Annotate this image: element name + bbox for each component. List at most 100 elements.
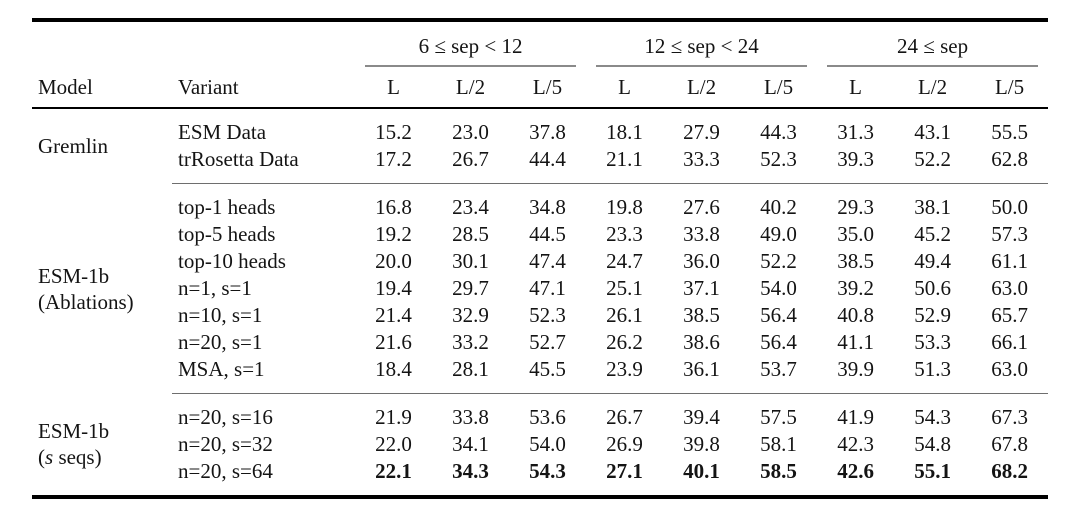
value-cell: 17.2	[375, 147, 412, 171]
value-cell: 26.1	[606, 303, 643, 327]
value-cell: 26.7	[452, 147, 489, 171]
value-cell: 49.0	[760, 222, 797, 246]
value-cell: 55.5	[991, 120, 1028, 144]
table-row: n=20, s=64 22.1 34.3 54.3 27.1 40.1 58.5…	[32, 458, 1048, 497]
table-row: top-10 heads 20.0 30.1 47.4 24.7 36.0 52…	[32, 248, 1048, 275]
value-cell: 36.0	[683, 249, 720, 273]
value-cell: 30.1	[452, 249, 489, 273]
value-cell: 26.7	[586, 393, 664, 431]
value-cell: 25.1	[606, 276, 643, 300]
value-cell: 21.4	[375, 303, 412, 327]
value-cell: 52.9	[914, 303, 951, 327]
subcol-header-L5: L/5	[509, 67, 587, 109]
value-cell: 16.8	[355, 183, 432, 221]
value-cell: 52.7	[529, 330, 566, 354]
value-cell: 52.2	[760, 249, 797, 273]
value-cell: 53.3	[914, 330, 951, 354]
table-row: n=20, s=1 21.6 33.2 52.7 26.2 38.6 56.4 …	[32, 329, 1048, 356]
value-cell: 52.2	[914, 147, 951, 171]
variant-label: MSA, s=1	[178, 357, 265, 381]
variant-label: top-1 heads	[172, 183, 355, 221]
model-label-esm1b-ablations: ESM-1b (Ablations)	[32, 184, 172, 394]
value-cell-best: 34.3	[452, 459, 489, 483]
value-cell: 56.4	[760, 330, 797, 354]
value-cell-best: 22.1	[375, 459, 412, 483]
value-cell: 33.2	[452, 330, 489, 354]
value-cell: 21.1	[606, 147, 643, 171]
variant-label: n=20, s=64	[178, 459, 273, 483]
table-row: ESM-1b (Ablations) top-1 heads 16.8 23.4…	[32, 183, 1049, 314]
value-cell: 41.1	[837, 330, 874, 354]
value-cell: 28.5	[452, 222, 489, 246]
value-cell: 33.3	[683, 147, 720, 171]
value-cell: 38.5	[683, 303, 720, 327]
value-cell: 67.8	[991, 432, 1028, 456]
table-row: n=10, s=1 21.4 32.9 52.3 26.1 38.5 56.4 …	[32, 302, 1048, 329]
model-label-line1: ESM-1b	[38, 419, 110, 444]
col-group-label: 24 ≤ sep	[827, 31, 1039, 67]
value-cell: 67.3	[971, 393, 1049, 431]
value-cell: 65.7	[991, 303, 1028, 327]
value-cell: 34.1	[452, 432, 489, 456]
subcol-header-L2: L/2	[894, 67, 972, 109]
value-cell-best: 54.3	[529, 459, 566, 483]
value-cell: 62.8	[991, 147, 1028, 171]
value-cell: 54.3	[894, 393, 972, 431]
variant-label: n=20, s=16	[172, 393, 355, 431]
table-row: top-5 heads 19.2 28.5 44.5 23.3 33.8 49.…	[32, 221, 1048, 248]
value-cell: 57.5	[740, 393, 818, 431]
value-cell: 19.8	[586, 183, 664, 221]
col-group-label: 6 ≤ sep < 12	[365, 31, 577, 67]
variant-column-header: Variant	[172, 67, 355, 109]
value-cell: 15.2	[375, 120, 412, 144]
value-cell: 66.1	[991, 330, 1028, 354]
value-cell: 54.8	[914, 432, 951, 456]
value-cell: 23.3	[606, 222, 643, 246]
subcol-header-L5: L/5	[740, 67, 818, 109]
value-cell-best: 58.5	[760, 459, 797, 483]
value-cell: 33.8	[432, 393, 509, 431]
subcol-header-L: L	[355, 67, 432, 109]
value-cell: 36.1	[683, 357, 720, 381]
group-header-row: 6 ≤ sep < 12 12 ≤ sep < 24 24 ≤ sep	[32, 20, 1048, 67]
model-label-esm1b-sseqs: ESM-1b (s seqs)	[32, 394, 172, 498]
table-row: n=20, s=32 22.0 34.1 54.0 26.9 39.8 58.1…	[32, 431, 1048, 458]
value-cell: 61.1	[991, 249, 1028, 273]
value-cell: 37.8	[529, 120, 566, 144]
value-cell: 33.8	[683, 222, 720, 246]
value-cell-best: 40.1	[683, 459, 720, 483]
value-cell: 43.1	[914, 120, 951, 144]
value-cell: 53.6	[509, 393, 587, 431]
value-cell: 29.3	[817, 183, 895, 221]
value-cell: 49.4	[914, 249, 951, 273]
value-cell: 39.2	[837, 276, 874, 300]
table-row: n=1, s=1 19.4 29.7 47.1 25.1 37.1 54.0 3…	[32, 275, 1048, 302]
value-cell: 21.9	[355, 393, 432, 431]
value-cell: 23.0	[452, 120, 489, 144]
header-corner-spacer	[32, 20, 355, 67]
subcol-header-L: L	[817, 67, 895, 109]
model-label-line1: ESM-1b	[38, 263, 110, 288]
value-cell: 52.3	[760, 147, 797, 171]
value-cell: 52.3	[529, 303, 566, 327]
value-cell-best: 55.1	[914, 459, 951, 483]
value-cell: 34.8	[509, 183, 587, 221]
value-cell: 35.0	[837, 222, 874, 246]
value-cell: 47.4	[529, 249, 566, 273]
table-row: Gremlin ESM Data 15.2 23.0 37.8 18.1 27.…	[32, 108, 1048, 158]
variant-label: n=20, s=32	[178, 432, 273, 456]
value-cell: 27.6	[663, 183, 741, 221]
value-cell: 53.7	[760, 357, 797, 381]
value-cell-best: 27.1	[606, 459, 643, 483]
value-cell: 58.1	[760, 432, 797, 456]
value-cell: 31.3	[837, 120, 874, 144]
value-cell: 18.4	[375, 357, 412, 381]
col-group-sep-24: 24 ≤ sep	[817, 20, 1048, 67]
column-header-row: Model Variant L L/2 L/5 L L/2 L/5 L L/2 …	[32, 67, 1049, 109]
section-esm1b-ablations: ESM-1b (Ablations) top-1 heads 16.8 23.4…	[32, 183, 1049, 394]
model-column-header: Model	[32, 67, 172, 109]
value-cell: 18.1	[606, 120, 643, 144]
variant-label: n=10, s=1	[178, 303, 263, 327]
value-cell: 44.5	[529, 222, 566, 246]
value-cell: 24.7	[606, 249, 643, 273]
